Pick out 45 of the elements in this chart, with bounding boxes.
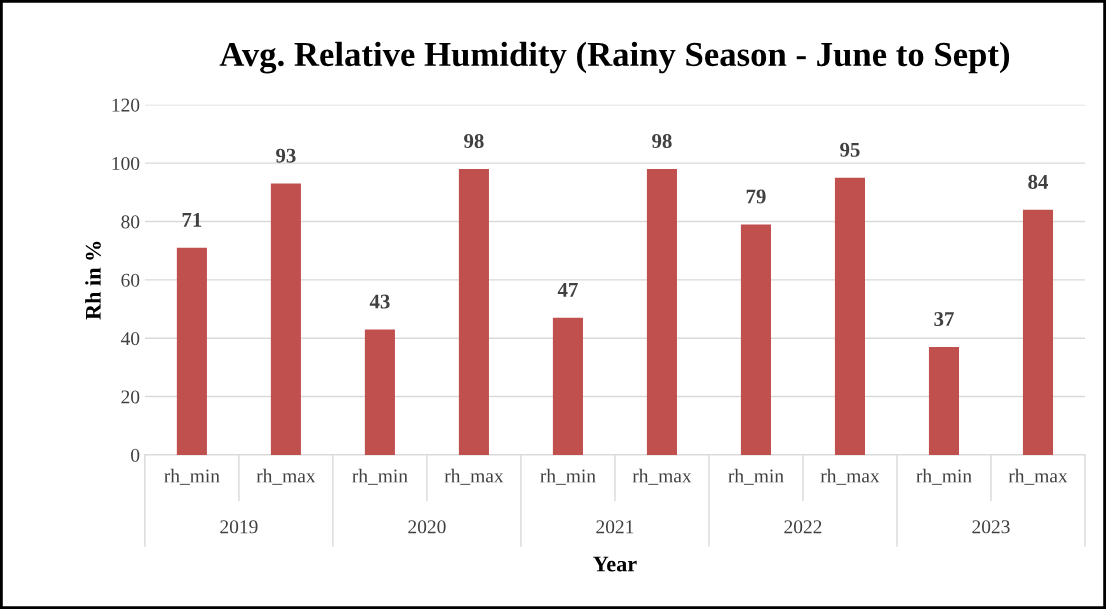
- y-axis-title: Rh in %: [85, 241, 101, 320]
- y-tick-label: 80: [121, 215, 140, 229]
- bar: [552, 317, 583, 455]
- x-tick-label: rh_max: [820, 468, 880, 485]
- x-tick-label: rh_min: [164, 468, 220, 485]
- data-label: 71: [182, 212, 202, 227]
- bar: [176, 247, 207, 455]
- data-label: 93: [276, 148, 296, 163]
- bar: [834, 177, 865, 455]
- x-tick-label: rh_min: [916, 468, 972, 485]
- x-tick-label: rh_min: [540, 468, 596, 485]
- bar: [740, 224, 771, 455]
- x-tick-label: rh_min: [352, 468, 408, 485]
- y-tick-label: 120: [112, 98, 140, 112]
- x-tick-label: rh_max: [1008, 468, 1068, 485]
- y-tick-label: 100: [112, 156, 140, 171]
- y-tick-label: 0: [131, 448, 140, 462]
- x-tick-label: rh_max: [256, 468, 316, 485]
- text: 2022: [784, 520, 822, 534]
- x-tick-label: rh_max: [444, 468, 504, 485]
- data-label: 98: [464, 133, 484, 149]
- data-label: 47: [557, 282, 578, 297]
- y-tick-label: 20: [121, 390, 140, 404]
- text: 2020: [408, 520, 446, 534]
- bar: [270, 183, 301, 455]
- y-tick-label: 60: [121, 273, 140, 287]
- data-label: 37: [934, 312, 954, 327]
- x-axis-title: Year: [593, 556, 637, 572]
- bar: [1022, 209, 1054, 455]
- data-label: 98: [652, 133, 672, 149]
- bar: [928, 346, 960, 455]
- text: 2021: [596, 520, 634, 534]
- chart-title: Avg. Relative Humidity (Rainy Season - June to Sept): [219, 41, 1010, 74]
- data-label: 84: [1028, 174, 1049, 189]
- text: 2019: [220, 520, 258, 534]
- bar: [364, 329, 395, 455]
- data-label: 43: [369, 294, 390, 309]
- x-tick-label: rh_min: [728, 468, 784, 485]
- text: 2023: [972, 520, 1010, 534]
- x-tick-label: rh_max: [632, 468, 692, 485]
- bar: [646, 168, 677, 455]
- data-label: 95: [840, 142, 860, 157]
- data-label: 79: [746, 189, 766, 204]
- y-tick-label: 40: [120, 332, 140, 346]
- bar: [458, 168, 489, 455]
